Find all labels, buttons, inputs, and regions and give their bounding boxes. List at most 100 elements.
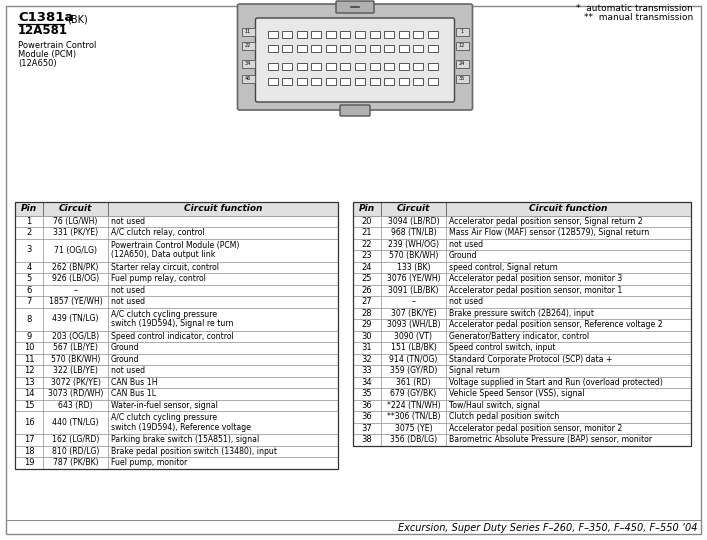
- Text: 29: 29: [362, 320, 373, 329]
- Text: Accelerator pedal position sensor, monitor 2: Accelerator pedal position sensor, monit…: [449, 424, 622, 433]
- Text: 3091 (LB/BK): 3091 (LB/BK): [388, 286, 439, 295]
- Bar: [414, 63, 423, 70]
- Text: Ground: Ground: [449, 251, 478, 260]
- Text: Clutch pedal position switch: Clutch pedal position switch: [449, 412, 559, 421]
- Bar: [43, 400, 108, 411]
- Bar: [15, 285, 43, 296]
- Bar: [108, 434, 338, 446]
- Text: 17: 17: [24, 435, 35, 444]
- Bar: [108, 261, 338, 273]
- Bar: [381, 365, 446, 376]
- Text: not used: not used: [111, 217, 145, 226]
- Bar: [242, 75, 255, 83]
- Bar: [353, 376, 381, 388]
- Text: 34: 34: [362, 378, 373, 387]
- Bar: [381, 227, 446, 239]
- Text: 31: 31: [362, 343, 373, 352]
- Text: Mass Air Flow (MAF) sensor (12B579), Signal return: Mass Air Flow (MAF) sensor (12B579), Sig…: [449, 228, 649, 237]
- Bar: [353, 215, 381, 227]
- Bar: [311, 63, 321, 70]
- Bar: [43, 330, 108, 342]
- Bar: [267, 45, 278, 52]
- Bar: [43, 342, 108, 354]
- Text: Circuit: Circuit: [397, 204, 430, 213]
- Bar: [282, 31, 292, 38]
- Text: Parking brake switch (15A851), signal: Parking brake switch (15A851), signal: [111, 435, 259, 444]
- Text: Circuit function: Circuit function: [184, 204, 262, 213]
- Text: 133 (BK): 133 (BK): [397, 263, 431, 272]
- Text: Circuit: Circuit: [59, 204, 92, 213]
- Text: 1: 1: [26, 217, 32, 226]
- Text: Signal return: Signal return: [449, 366, 500, 375]
- Text: 570 (BK/WH): 570 (BK/WH): [51, 355, 100, 364]
- FancyBboxPatch shape: [336, 1, 374, 13]
- Text: 22: 22: [362, 240, 373, 249]
- Text: 33: 33: [361, 366, 373, 375]
- Text: 28: 28: [362, 309, 373, 318]
- Bar: [381, 388, 446, 400]
- Bar: [384, 63, 395, 70]
- Bar: [242, 28, 255, 36]
- Bar: [353, 202, 691, 446]
- Bar: [43, 202, 108, 215]
- Text: C1381a: C1381a: [18, 11, 74, 24]
- Text: Water-in-fuel sensor, signal: Water-in-fuel sensor, signal: [111, 401, 218, 410]
- Bar: [43, 411, 108, 434]
- Bar: [381, 342, 446, 354]
- Text: (12A650): (12A650): [18, 59, 57, 68]
- Text: 36: 36: [361, 412, 373, 421]
- Bar: [455, 60, 469, 68]
- Bar: [414, 78, 423, 85]
- Text: –: –: [411, 297, 416, 306]
- Bar: [381, 400, 446, 411]
- Bar: [355, 78, 365, 85]
- Text: 30: 30: [362, 332, 373, 341]
- Bar: [242, 60, 255, 68]
- Bar: [326, 45, 336, 52]
- Text: Excursion, Super Duty Series F–260, F–350, F–450, F–550 ’04: Excursion, Super Duty Series F–260, F–35…: [399, 523, 698, 533]
- Text: Accelerator pedal position sensor, Signal return 2: Accelerator pedal position sensor, Signa…: [449, 217, 643, 226]
- Bar: [15, 273, 43, 285]
- Bar: [43, 215, 108, 227]
- Bar: [446, 400, 691, 411]
- Text: 34: 34: [245, 61, 251, 66]
- Bar: [340, 78, 351, 85]
- Text: not used: not used: [449, 240, 483, 249]
- Text: 439 (TN/LG): 439 (TN/LG): [52, 314, 99, 323]
- Text: 968 (TN/LB): 968 (TN/LB): [391, 228, 436, 237]
- Text: Standard Corporate Protocol (SCP) data +: Standard Corporate Protocol (SCP) data +: [449, 355, 612, 364]
- Bar: [428, 31, 438, 38]
- Text: 18: 18: [24, 447, 35, 456]
- Text: not used: not used: [111, 366, 145, 375]
- Text: Voltage supplied in Start and Run (overload protected): Voltage supplied in Start and Run (overl…: [449, 378, 663, 387]
- Bar: [353, 388, 381, 400]
- Bar: [43, 261, 108, 273]
- Text: 76 (LG/WH): 76 (LG/WH): [53, 217, 98, 226]
- Text: 10: 10: [24, 343, 34, 352]
- Text: *  automatic transmission: * automatic transmission: [576, 4, 693, 13]
- Bar: [384, 45, 395, 52]
- Bar: [353, 400, 381, 411]
- Bar: [381, 285, 446, 296]
- Bar: [108, 239, 338, 261]
- Bar: [15, 215, 43, 227]
- Bar: [282, 63, 292, 70]
- Bar: [311, 45, 321, 52]
- Text: 19: 19: [24, 458, 34, 467]
- Bar: [326, 31, 336, 38]
- Text: Barometric Absolute Pressure (BAP) sensor, monitor: Barometric Absolute Pressure (BAP) senso…: [449, 435, 652, 444]
- Text: 262 (BN/PK): 262 (BN/PK): [52, 263, 99, 272]
- Bar: [353, 227, 381, 239]
- Text: Powertrain Control Module (PCM): Powertrain Control Module (PCM): [111, 241, 240, 250]
- Text: 11: 11: [24, 355, 34, 364]
- Text: –: –: [74, 286, 78, 295]
- Text: Speed control indicator, control: Speed control indicator, control: [111, 332, 234, 341]
- Bar: [353, 296, 381, 307]
- Bar: [108, 215, 338, 227]
- Text: 25: 25: [362, 274, 373, 284]
- Text: 3: 3: [26, 246, 32, 254]
- Bar: [108, 273, 338, 285]
- Text: 12: 12: [459, 43, 465, 48]
- Text: Module (PCM): Module (PCM): [18, 50, 76, 59]
- Text: Starter relay circuit, control: Starter relay circuit, control: [111, 263, 219, 272]
